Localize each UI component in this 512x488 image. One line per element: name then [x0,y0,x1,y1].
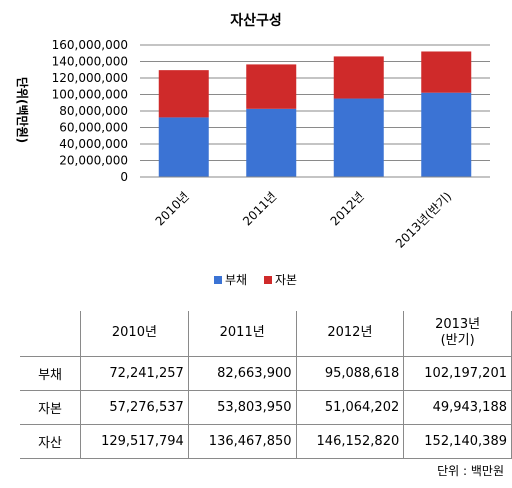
table-header-2011: 2011년 [187,311,297,357]
x-tick-label: 2012년 [328,189,367,228]
bar-부채 [246,108,297,177]
y-tick-label: 120,000,000 [52,71,128,85]
table-cell: 95,088,618 [295,355,405,391]
table-cell: 152,140,389 [403,423,512,459]
bar-자본 [246,64,297,109]
x-tick-labels: 2010년 2011년 2012년 2013년(반기) [153,189,455,251]
y-tick-labels: 0 20,000,000 40,000,000 60,000,000 80,000,00… [52,38,128,184]
table-cell: 51,064,202 [295,389,405,425]
bar-자본 [421,51,472,93]
table-header-2012: 2012년 [295,311,405,357]
y-axis-label: 단위(백만원) [15,77,30,143]
y-tick-label: 80,000,000 [59,104,128,118]
table-row-label: 자본 [20,389,82,425]
y-tick-label: 100,000,000 [52,88,128,102]
unit-note: 단위 : 백만원 [437,464,504,478]
bar-자본 [158,70,209,118]
y-tick-label: 20,000,000 [59,154,128,168]
table-row: 부채 72,241,257 82,663,900 95,088,618 102,… [20,355,512,391]
bar-부채 [333,98,384,177]
y-tick-label: 60,000,000 [59,121,128,135]
table-corner [20,311,82,357]
table-header-2013: 2013년 (반기) [403,311,512,357]
y-tick-label: 160,000,000 [52,38,128,52]
table-cell: 53,803,950 [187,389,297,425]
chart-title: 자산구성 [230,12,282,29]
x-tick-label: 2011년 [240,189,279,228]
legend-swatch [214,276,222,284]
table-row: 자산 129,517,794 136,467,850 146,152,820 1… [20,423,512,459]
bar-부채 [421,92,472,177]
table-cell: 146,152,820 [295,423,405,459]
table-row-label: 자산 [20,423,82,459]
table-header-row: 2010년 2011년 2012년 2013년 (반기) [20,311,512,357]
table-cell: 57,276,537 [80,389,189,425]
table-cell: 72,241,257 [80,355,189,391]
table-cell: 102,197,201 [403,355,512,391]
y-tick-label: 40,000,000 [59,137,128,151]
legend-label: 부채 [225,273,247,287]
bar-자본 [333,56,384,99]
table-header-2010: 2010년 [80,311,189,357]
bar-부채 [158,117,209,177]
legend: 부채 자본 [214,273,297,287]
table-row: 자본 57,276,537 53,803,950 51,064,202 49,9… [20,389,512,425]
x-tick-label: 2013년(반기) [393,189,455,251]
data-table: 2010년 2011년 2012년 2013년 (반기) 부채 72,241,25… [20,311,512,459]
table-cell: 129,517,794 [80,423,189,459]
table-row-label: 부채 [20,355,82,391]
y-tick-label: 0 [120,170,128,184]
chart: 자산구성 단위(백만원) 0 20,000,000 40,000,000 60,000… [15,12,490,287]
legend-label: 자본 [275,273,297,287]
table-cell: 49,943,188 [403,389,512,425]
bars [158,51,472,177]
legend-swatch [264,276,272,284]
table-cell: 136,467,850 [187,423,297,459]
table-cell: 82,663,900 [187,355,297,391]
y-tick-label: 140,000,000 [52,55,128,69]
x-tick-label: 2010년 [153,189,192,228]
